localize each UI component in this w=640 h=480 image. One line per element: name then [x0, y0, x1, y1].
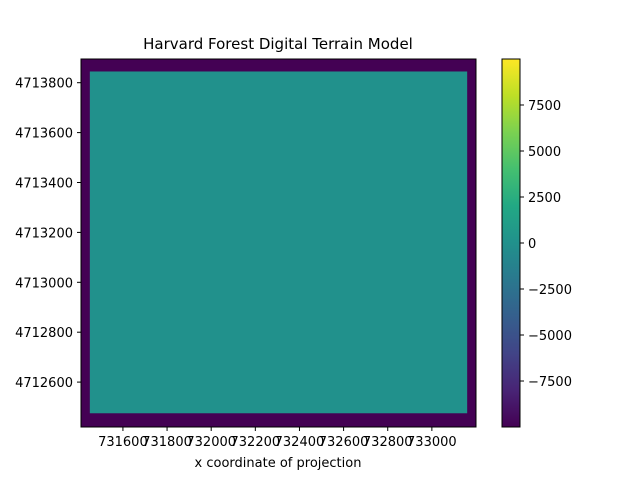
- x-tick-label: 732600: [319, 435, 369, 450]
- x-axis-ticks: 7316007318007320007322007324007326007328…: [98, 427, 457, 450]
- colorbar-gradient: [501, 58, 521, 428]
- plot-frame: [80, 58, 477, 428]
- y-tick-label: 4713400: [15, 176, 73, 191]
- x-tick-label: 731800: [142, 435, 192, 450]
- colorbar-tick-label: −2500: [528, 283, 572, 298]
- y-tick-label: 4712800: [15, 326, 73, 341]
- chart-title: Harvard Forest Digital Terrain Model: [143, 35, 413, 53]
- colorbar-tick-label: 5000: [528, 145, 561, 160]
- y-axis-ticks: 4713800 4713600 4713400 4713200 4713000 47128…: [15, 77, 81, 391]
- y-tick-label: 4713200: [15, 226, 73, 241]
- colorbar-tick-label: −7500: [528, 375, 572, 390]
- colorbar-ticks: 7500 5000 2500 0 −2500 −5000 −7500: [520, 99, 572, 390]
- y-tick-label: 4712600: [15, 376, 73, 391]
- colorbar-tick-label: 0: [528, 237, 536, 252]
- colorbar-tick-label: 2500: [528, 191, 561, 206]
- x-tick-label: 732400: [275, 435, 325, 450]
- y-tick-label: 4713000: [15, 276, 73, 291]
- colorbar: 7500 5000 2500 0 −2500 −5000 −7500: [501, 58, 572, 428]
- x-tick-label: 732200: [231, 435, 281, 450]
- y-tick-label: 4713600: [15, 127, 73, 142]
- x-tick-label: 732000: [186, 435, 236, 450]
- x-tick-label: 731600: [98, 435, 148, 450]
- x-tick-label: 732800: [363, 435, 413, 450]
- terrain-data-region: [89, 71, 468, 414]
- x-axis-label: x coordinate of projection: [195, 456, 362, 471]
- colorbar-tick-label: −5000: [528, 329, 572, 344]
- colorbar-tick-label: 7500: [528, 99, 561, 114]
- y-tick-label: 4713800: [15, 77, 73, 92]
- x-tick-label: 733000: [407, 435, 457, 450]
- plot-area: [80, 58, 477, 428]
